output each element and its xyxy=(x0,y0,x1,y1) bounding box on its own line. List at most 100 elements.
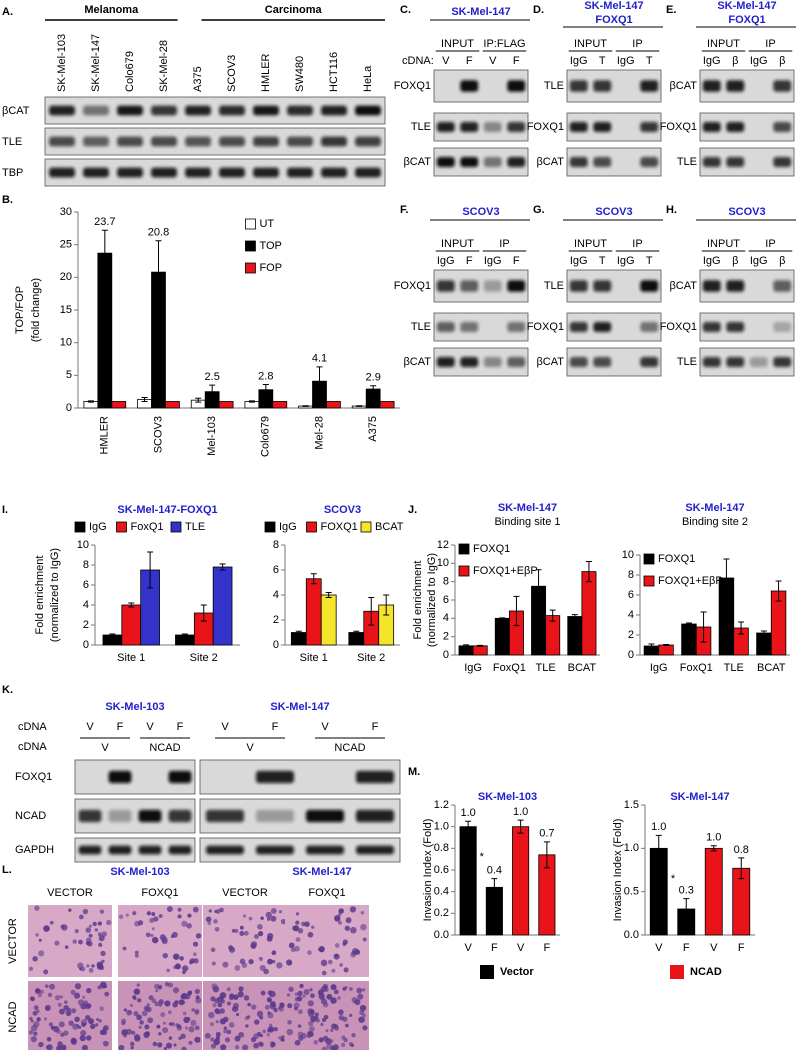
cell xyxy=(321,1017,326,1022)
cell xyxy=(357,993,364,1000)
cell xyxy=(350,951,357,958)
ip-header: IP xyxy=(632,238,642,250)
blot-band xyxy=(138,845,162,855)
bar xyxy=(472,645,488,656)
cell xyxy=(38,950,45,957)
cell xyxy=(338,1009,344,1015)
cell xyxy=(173,953,179,959)
cell xyxy=(220,999,225,1004)
blot-band xyxy=(168,809,192,823)
y-tick-label: 10 xyxy=(60,337,72,349)
cell xyxy=(325,1029,329,1033)
chart-title: SK-Mel-147 xyxy=(670,791,729,803)
bar xyxy=(165,401,180,409)
blot-band xyxy=(206,809,244,823)
lane-label: SK-Mel-28 xyxy=(158,40,170,92)
cell xyxy=(79,1035,86,1042)
cell xyxy=(231,1005,239,1012)
cell xyxy=(267,1011,271,1015)
row-label: βCAT xyxy=(2,105,30,117)
cell xyxy=(179,956,184,961)
cell xyxy=(270,1041,274,1045)
cell xyxy=(72,939,77,944)
cell xyxy=(213,1038,220,1046)
cell xyxy=(222,961,229,968)
cell xyxy=(339,963,343,967)
y-tick-label: 1.0 xyxy=(434,821,449,833)
bar xyxy=(658,644,674,656)
cell xyxy=(131,1030,136,1035)
y-tick-label: 0.0 xyxy=(624,929,639,941)
blot-band xyxy=(483,156,502,168)
cell xyxy=(70,1037,77,1044)
cell xyxy=(342,1016,348,1022)
lane-label: V xyxy=(321,721,329,733)
error-bar xyxy=(535,569,542,604)
y-tick-label: 4 xyxy=(83,599,89,611)
cell xyxy=(159,934,166,941)
cell xyxy=(308,1010,315,1018)
cell xyxy=(187,913,192,918)
cell xyxy=(211,961,216,966)
blot-band xyxy=(726,280,745,292)
cell xyxy=(85,927,92,933)
cell xyxy=(359,1009,365,1016)
blot-band xyxy=(151,136,177,147)
error-bar xyxy=(316,366,323,397)
blot-band xyxy=(773,356,792,368)
lane-label: IgG xyxy=(703,255,721,267)
cell xyxy=(215,1031,221,1037)
row-label: TLE xyxy=(544,80,564,92)
cell xyxy=(181,920,188,927)
blot-band xyxy=(185,167,211,178)
cell xyxy=(32,956,38,962)
cell xyxy=(35,933,39,937)
cell xyxy=(344,925,350,931)
cell xyxy=(334,943,340,948)
y-tick-label: 5 xyxy=(66,369,72,381)
row-label: βCAT xyxy=(669,80,697,92)
cell xyxy=(151,936,159,944)
blot-title: SCOV3 xyxy=(728,206,765,218)
cell xyxy=(65,1010,72,1017)
y-tick-label: 6 xyxy=(273,564,279,576)
cell xyxy=(313,1040,319,1045)
blot-band xyxy=(749,356,768,368)
cell xyxy=(141,1010,148,1017)
row-label: βCAT xyxy=(403,156,431,168)
cell xyxy=(332,1044,339,1050)
x-tick-label: Colo679 xyxy=(260,416,272,457)
cell xyxy=(337,920,342,925)
cell xyxy=(242,914,247,918)
blot-band xyxy=(436,321,455,333)
blot-band xyxy=(168,845,192,855)
blot-band xyxy=(219,136,245,147)
blot-band xyxy=(640,121,659,133)
blot-band xyxy=(460,321,479,333)
cell xyxy=(85,1014,91,1021)
y-tick-label: 15 xyxy=(60,304,72,316)
error-bar xyxy=(295,630,302,635)
cell xyxy=(126,1028,133,1035)
x-tick-label: V xyxy=(655,942,663,954)
lane-label: IgG xyxy=(703,55,721,67)
lane-label: T xyxy=(599,55,606,67)
cell xyxy=(143,1031,150,1039)
cell xyxy=(133,1011,139,1017)
ip-header: INPUT xyxy=(441,38,474,50)
cell xyxy=(106,919,112,926)
row-label: VECTOR xyxy=(7,918,19,964)
lane-caption: cDNA xyxy=(18,741,47,753)
cell xyxy=(295,920,300,925)
data-label: 1.0 xyxy=(513,806,528,818)
lane-label: IgG xyxy=(750,255,768,267)
blot-band xyxy=(726,80,745,92)
row-label: TBP xyxy=(2,167,23,179)
blot-band xyxy=(593,80,612,92)
cell xyxy=(212,1003,217,1008)
cell xyxy=(144,1024,150,1030)
cell xyxy=(226,1029,232,1035)
cell xyxy=(268,1023,273,1027)
cell xyxy=(168,982,174,988)
lane-label: F xyxy=(372,721,379,733)
